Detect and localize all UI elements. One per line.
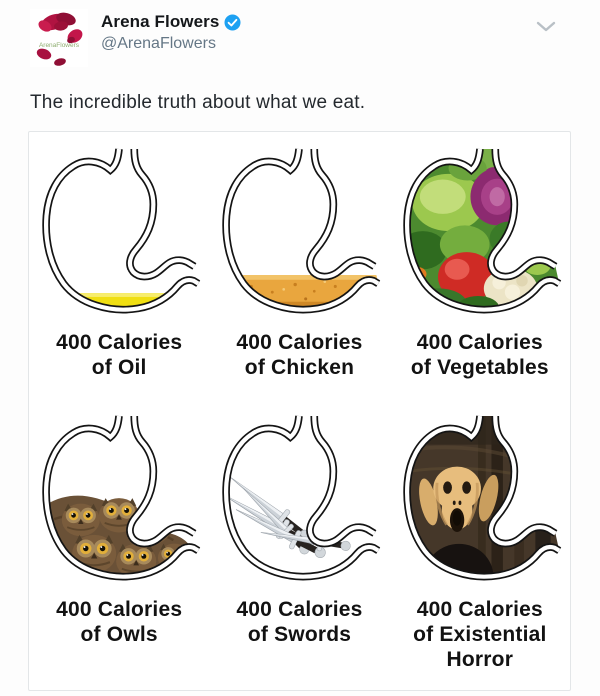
caption-line: of Existential [413,623,547,646]
tweet-image[interactable]: 400 Calories of Oil 400 Calories of Chicke… [28,131,571,691]
caption-line: of Owls [80,623,158,646]
display-name[interactable]: Arena Flowers [101,12,220,31]
panel-caption: 400 Calories of Existential Horror [413,597,547,672]
caption-line: of Chicken [244,356,355,379]
stomach-illustration-existential-horror [403,415,562,581]
avatar-brand-text: ArenaFlowers [39,42,80,49]
caption-line: 400 Calories [56,331,183,354]
user-handle[interactable]: @ArenaFlowers [101,35,216,52]
stomach-grid: 400 Calories of Oil 400 Calories of Chicke… [29,132,570,672]
stomach-illustration-vegetables [403,148,562,314]
caption-line: 400 Calories [236,598,363,621]
stomach-illustration-oil [42,148,201,314]
stomach-illustration-swords [222,415,381,581]
caption-line: of Swords [247,623,352,646]
panel-caption: 400 Calories of Oil [56,330,182,380]
panel-caption: 400 Calories of Chicken [236,330,362,380]
avatar[interactable]: ArenaFlowers [30,9,88,67]
caption-line: 400 Calories [416,598,543,621]
rose-petals-logo [36,12,83,66]
caption-line: 400 Calories [416,331,543,354]
stomach-panel-swords: 400 Calories of Swords [209,414,389,672]
caption-line: 400 Calories [56,598,183,621]
stomach-illustration-chicken [222,148,381,314]
panel-caption: 400 Calories of Swords [236,597,362,647]
stomach-illustration-owls [42,415,201,581]
tweet-header: ArenaFlowers Arena Flowers @ArenaFlowers [0,0,600,67]
stomach-panel-existential-horror: 400 Calories of Existential Horror [390,414,570,672]
chevron-down-icon[interactable] [536,21,556,33]
caption-line: of Oil [91,356,147,379]
stomach-panel-vegetables: 400 Calories of Vegetables [390,147,570,380]
user-identity: Arena Flowers @ArenaFlowers [101,9,241,53]
stomach-panel-oil: 400 Calories of Oil [29,147,209,380]
caption-line: 400 Calories [236,331,363,354]
panel-caption: 400 Calories of Owls [56,597,182,647]
stomach-panel-chicken: 400 Calories of Chicken [209,147,389,380]
stomach-panel-owls: 400 Calories of Owls [29,414,209,672]
verified-badge-icon [224,14,241,30]
tweet-text: The incredible truth about what we eat. [30,92,366,113]
caption-line: of Vegetables [410,356,549,379]
panel-caption: 400 Calories of Vegetables [411,330,549,380]
caption-line: Horror [446,648,514,671]
